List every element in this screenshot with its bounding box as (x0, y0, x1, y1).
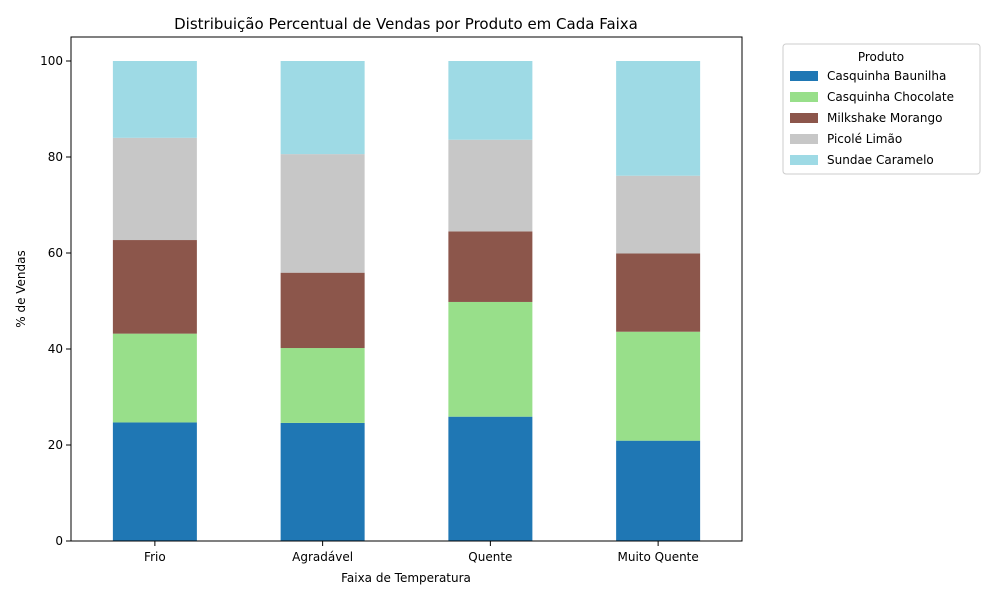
bar-segment (448, 416, 533, 541)
bar-segment (448, 61, 533, 140)
y-tick-label: 40 (48, 342, 63, 356)
legend-entry-label: Milkshake Morango (827, 111, 942, 125)
plot-frame (70, 36, 743, 542)
bar-segment (616, 61, 701, 176)
bars-layer (112, 61, 701, 541)
bar-segment (448, 231, 533, 302)
bar-segment (280, 348, 365, 423)
legend-title: Produto (858, 50, 904, 64)
y-tick-label: 60 (48, 246, 63, 260)
bar-segment (280, 272, 365, 349)
bar-segment (616, 253, 701, 332)
y-tick-label: 80 (48, 150, 63, 164)
x-tick-label: Muito Quente (617, 550, 698, 564)
bar-segment (112, 422, 197, 541)
legend-swatch (790, 134, 818, 144)
legend-swatch (790, 155, 818, 165)
legend-box (782, 43, 981, 175)
y-axis-label: % de Vendas (14, 250, 28, 328)
bar-segment (616, 440, 701, 541)
chart-title: Distribuição Percentual de Vendas por Pr… (174, 15, 638, 33)
y-axis: 0 20 40 60 80 100 (40, 54, 71, 548)
x-axis: Frio Agradável Quente Muito Quente (144, 541, 699, 564)
legend-entry-label: Picolé Limão (827, 132, 902, 146)
y-tick-label: 100 (40, 54, 63, 68)
bar-segment (616, 331, 701, 441)
legend: Produto Casquinha Baunilha Casquinha Choc… (782, 43, 981, 175)
y-tick-label: 0 (55, 534, 63, 548)
bar-segment (112, 137, 197, 241)
x-axis-label: Faixa de Temperatura (341, 571, 471, 585)
bar-segment (280, 154, 365, 273)
legend-entry-label: Casquinha Chocolate (827, 90, 954, 104)
legend-entry-label: Casquinha Baunilha (827, 69, 946, 83)
bar-segment (616, 175, 701, 254)
bar-segment (280, 61, 365, 155)
bar-segment (448, 139, 533, 232)
legend-items: Casquinha Baunilha Casquinha Chocolate Mil… (790, 69, 954, 167)
legend-swatch (790, 71, 818, 81)
x-tick-label: Frio (144, 550, 166, 564)
bar-segment (112, 61, 197, 138)
y-tick-label: 20 (48, 438, 63, 452)
legend-entry-label: Sundae Caramelo (827, 153, 934, 167)
legend-swatch (790, 113, 818, 123)
bar-segment (112, 333, 197, 423)
bar-segment (112, 240, 197, 334)
legend-swatch (790, 92, 818, 102)
bar-segment (280, 422, 365, 541)
x-tick-label: Quente (468, 550, 512, 564)
bar-segment (448, 301, 533, 417)
x-tick-label: Agradável (292, 550, 353, 564)
